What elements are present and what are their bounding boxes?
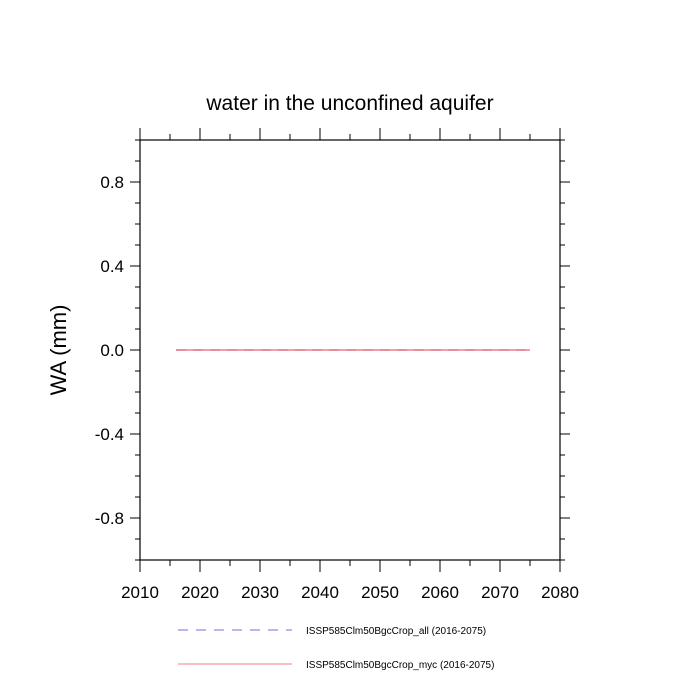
y-axis-label: WA (mm) [46,305,71,396]
x-tick-label: 2030 [241,583,279,602]
y-tick-label: -0.4 [95,425,124,444]
y-axis-ticks: 0.8 0.4 0.0 -0.4 -0.8 [95,139,570,561]
y-tick-label: 0.0 [100,341,124,360]
x-axis-ticks: 2010 2020 2030 2040 2050 2060 2070 2080 [121,128,579,602]
x-tick-label: 2040 [301,583,339,602]
y-tick-label: -0.8 [95,509,124,528]
x-tick-label: 2070 [481,583,519,602]
x-tick-label: 2050 [361,583,399,602]
x-tick-label: 2080 [541,583,579,602]
legend-label-1: ISSP585Clm50BgcCrop_all (2016-2075) [306,626,486,637]
legend: ISSP585Clm50BgcCrop_all (2016-2075) ISSP5… [178,626,494,671]
x-tick-label: 2020 [181,583,219,602]
y-tick-label: 0.8 [100,173,124,192]
y-tick-label: 0.4 [100,257,124,276]
legend-label-2: ISSP585Clm50BgcCrop_myc (2016-2075) [306,660,494,671]
chart-title: water in the unconfined aquifer [205,92,493,115]
x-tick-label: 2060 [421,583,459,602]
x-tick-label: 2010 [121,583,159,602]
